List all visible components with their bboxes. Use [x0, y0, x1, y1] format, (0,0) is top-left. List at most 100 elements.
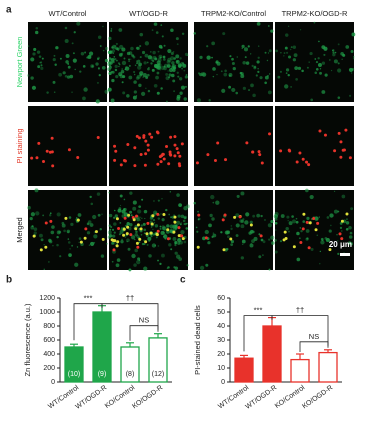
green-signal [133, 263, 137, 267]
green-signal [184, 52, 189, 56]
green-signal [287, 73, 290, 77]
pi-cell [146, 148, 150, 152]
pi-cell [305, 160, 309, 164]
green-signal [232, 67, 236, 71]
green-signal [169, 191, 171, 193]
green-signal [127, 247, 131, 251]
green-signal [297, 66, 302, 70]
green-signal [279, 240, 283, 243]
pi-cell [301, 157, 305, 161]
green-signal [212, 232, 215, 234]
green-signal [101, 213, 103, 215]
green-signal [125, 66, 130, 71]
pi-cell [177, 162, 181, 166]
green-signal [248, 231, 252, 235]
green-signal [115, 263, 120, 268]
green-signal [52, 57, 56, 62]
green-signal [177, 242, 181, 245]
green-signal [74, 262, 79, 267]
green-signal [296, 231, 300, 236]
green-signal [155, 236, 158, 239]
green-signal [83, 87, 88, 92]
green-signal [163, 234, 168, 239]
green-signal [235, 234, 239, 237]
green-signal [231, 61, 235, 65]
green-signal [267, 52, 270, 54]
green-signal [163, 44, 166, 47]
green-signal [153, 22, 158, 26]
green-signal [165, 76, 170, 81]
green-signal [166, 224, 170, 228]
green-signal [32, 52, 36, 56]
green-signal [96, 57, 100, 61]
green-signal [89, 195, 92, 199]
green-signal [102, 49, 105, 52]
green-signal [79, 70, 82, 73]
pi-cell [318, 129, 322, 133]
green-signal [118, 72, 123, 77]
pi-cell [136, 223, 140, 227]
green-signal [174, 251, 178, 255]
green-signal [168, 76, 171, 79]
green-signal [157, 50, 160, 53]
micrograph [28, 106, 107, 186]
green-signal [264, 219, 266, 221]
green-signal [118, 28, 123, 32]
pi-cell [307, 246, 311, 250]
green-signal [239, 219, 243, 223]
pi-cell [221, 218, 225, 222]
green-signal [291, 215, 294, 218]
green-signal [169, 228, 174, 233]
green-signal [139, 73, 143, 77]
pi-cell [167, 162, 171, 166]
green-signal [275, 229, 277, 231]
pi-cell [37, 141, 41, 145]
green-signal [114, 45, 117, 48]
pi-cell [175, 147, 179, 151]
green-signal [153, 222, 156, 224]
green-signal [109, 50, 112, 54]
pi-cell [44, 221, 48, 225]
pi-cell [302, 212, 306, 216]
y-tick-label: 0 [51, 379, 55, 386]
green-signal [339, 226, 343, 229]
green-signal [235, 213, 240, 218]
green-signal [176, 43, 179, 46]
green-signal [258, 233, 261, 236]
green-signal [62, 71, 66, 75]
pi-cell [279, 149, 283, 153]
green-signal [30, 76, 34, 80]
green-signal [107, 62, 112, 67]
green-signal [137, 65, 142, 70]
pi-cell [145, 232, 149, 236]
green-signal [161, 253, 165, 258]
green-signal [220, 231, 223, 234]
green-signal [46, 91, 49, 94]
pi-cell [129, 233, 133, 237]
pi-cell [139, 152, 143, 156]
green-signal [175, 254, 181, 259]
y-tick-label: 200 [43, 365, 55, 372]
green-signal [206, 55, 211, 60]
green-signal [295, 217, 298, 220]
micrograph [194, 106, 273, 186]
green-signal [336, 233, 338, 236]
green-signal [134, 233, 139, 237]
pi-cell [196, 245, 200, 249]
green-signal [216, 73, 218, 76]
green-signal [258, 45, 260, 47]
green-signal [339, 221, 343, 225]
y-tick-label: 1000 [39, 309, 55, 316]
green-signal [274, 250, 278, 254]
green-signal [118, 233, 121, 236]
green-signal [229, 55, 232, 58]
green-signal [183, 69, 186, 72]
green-signal [163, 65, 166, 68]
green-signal [285, 226, 289, 231]
green-signal [66, 75, 71, 79]
green-signal [220, 70, 223, 73]
pi-cell [84, 227, 88, 231]
green-signal [58, 72, 63, 77]
green-signal [109, 65, 112, 68]
pi-cell [101, 237, 105, 241]
